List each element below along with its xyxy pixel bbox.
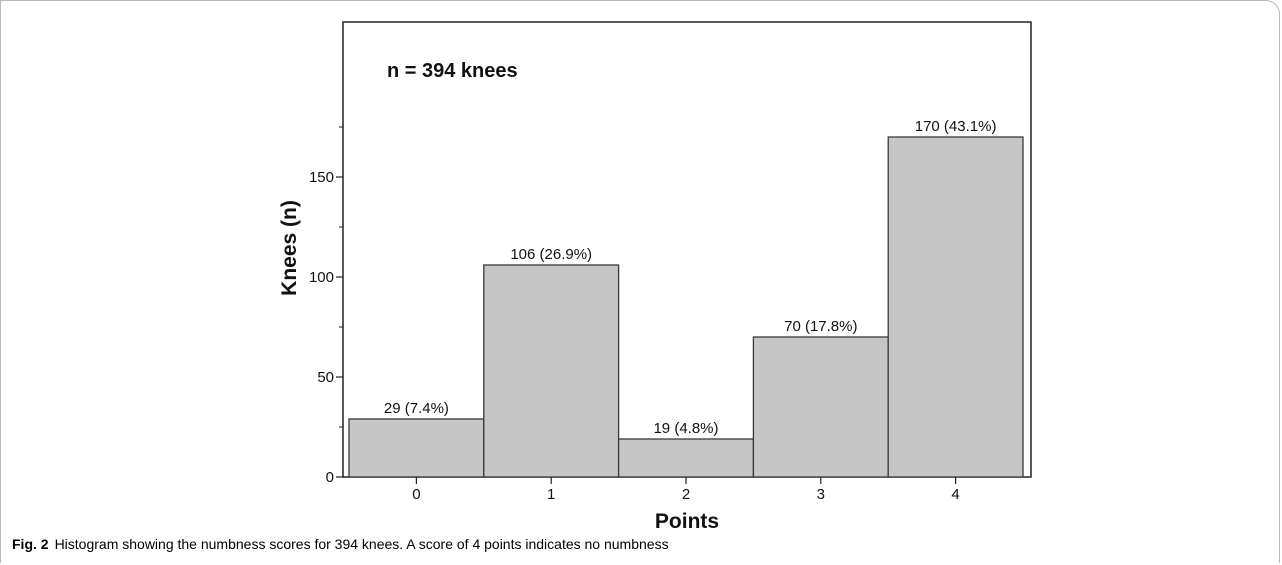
- x-axis-ticks: 0 1 2 3 4: [412, 477, 960, 503]
- bar-data-label: 70 (17.8%): [784, 318, 857, 335]
- histogram-chart: 0 50 100 150 29 (7.4%) 106 (26.9%) 19 (4.8%) 7…: [278, 21, 1032, 533]
- figure-caption-text: Histogram showing the numbness scores fo…: [54, 536, 669, 552]
- figure-caption-label: Fig. 2: [12, 536, 49, 552]
- y-axis-label: Knees (n): [278, 200, 301, 296]
- figure-caption: Fig. 2 Histogram showing the numbness sco…: [12, 536, 669, 552]
- bar: [617, 438, 755, 478]
- y-axis-ticks: 0 50 100 150: [309, 126, 343, 486]
- x-tick-label: 2: [682, 486, 690, 503]
- y-tick-label: 100: [309, 269, 334, 286]
- bar: [483, 264, 620, 478]
- bar-data-label: 106 (26.9%): [510, 246, 592, 263]
- y-tick-label: 50: [317, 369, 334, 386]
- bar: [752, 336, 889, 478]
- y-tick-label: 150: [309, 169, 334, 186]
- x-tick-label: 1: [547, 486, 555, 503]
- bar: [348, 418, 485, 478]
- bar: [887, 136, 1024, 478]
- bars-group: [348, 136, 1024, 478]
- bar-labels-group: 29 (7.4%) 106 (26.9%) 19 (4.8%) 70 (17.8%) 1…: [384, 118, 997, 437]
- bar-data-label: 29 (7.4%): [384, 400, 449, 417]
- bar-data-label: 19 (4.8%): [653, 420, 718, 437]
- x-tick-label: 0: [412, 486, 420, 503]
- x-axis-label: Points: [655, 510, 719, 533]
- bar-data-label: 170 (43.1%): [915, 118, 997, 135]
- y-tick-label: 0: [326, 469, 334, 486]
- x-tick-label: 4: [951, 486, 959, 503]
- x-tick-label: 3: [817, 486, 825, 503]
- sample-size-annotation: n = 394 knees: [387, 60, 518, 82]
